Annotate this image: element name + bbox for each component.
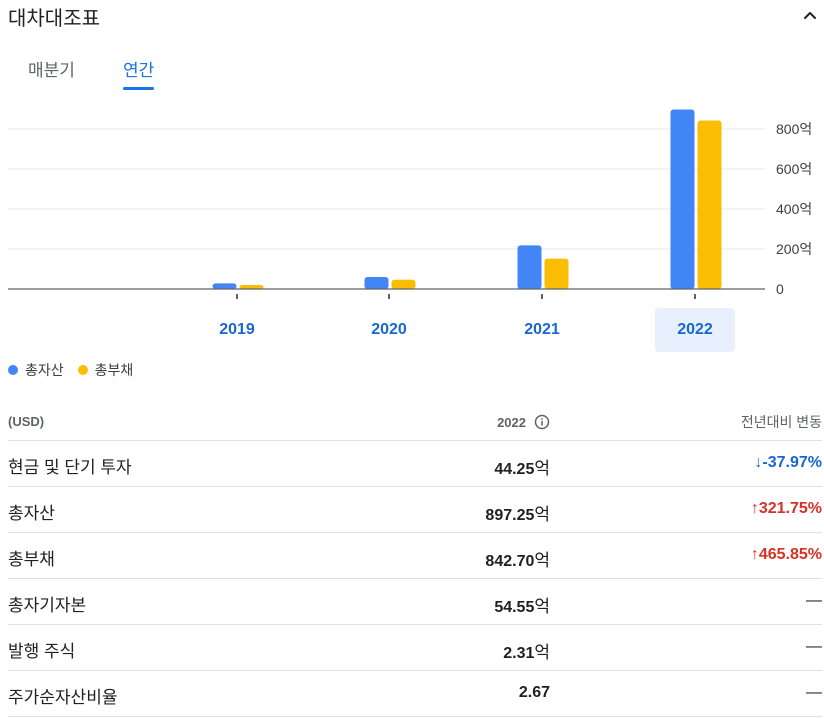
balance-sheet-header: 대차대조표: [8, 0, 824, 32]
row-label: 현금 및 단기 투자: [8, 458, 132, 477]
bar-total-assets: [670, 109, 695, 289]
balance-sheet-chart: 0 200억 400억 600억 800억 2019 2020 2021 2022: [0, 98, 824, 358]
legend-item: 총부채: [77, 360, 134, 380]
table-row: 발행 주식 2.31억 —: [8, 625, 822, 671]
legend-label: 총자산: [25, 362, 64, 378]
row-value-unit: 억: [534, 459, 550, 478]
row-yoy-change: ↑321.75%: [750, 500, 822, 517]
row-value-number: 842.70: [485, 553, 535, 570]
row-value: 2.31억: [503, 638, 550, 663]
row-yoy-change: ↓-37.97%: [754, 454, 822, 471]
tab-annual[interactable]: 연간: [123, 56, 155, 90]
legend-label: 총부채: [94, 362, 134, 378]
table-row: 주가순자산비율 2.67 —: [8, 671, 822, 717]
table-header: (USD) 2022 전년대비 변동: [8, 398, 822, 441]
y-tick-label: 600억: [776, 161, 812, 177]
y-tick-label: 200억: [776, 241, 812, 257]
table-body: 현금 및 단기 투자 44.25억 ↓-37.97% 총자산 897.25억 ↑321.7…: [8, 441, 822, 717]
row-yoy-change: ↑465.85%: [750, 546, 822, 563]
bar-total-liabilities: [391, 279, 416, 289]
table-row: 총자기자본 54.55억 —: [8, 579, 822, 625]
y-tick-label: 400억: [776, 201, 812, 217]
bar-total-liabilities: [239, 285, 264, 289]
row-value-number: 2.31: [503, 645, 535, 662]
row-value-unit: 억: [534, 643, 550, 662]
row-label: 주가순자산비율: [8, 688, 118, 707]
legend-dot: [8, 365, 18, 375]
row-value: 54.55억: [494, 592, 550, 617]
legend-dot: [77, 365, 88, 375]
tab-quarterly[interactable]: 매분기: [28, 61, 75, 80]
currency-header: (USD): [8, 414, 45, 429]
y-tick-label: 800억: [776, 121, 812, 137]
row-value: 2.67: [519, 684, 550, 702]
year-tab-2021[interactable]: 2021: [524, 321, 560, 338]
y-tick-label: 0: [776, 281, 784, 297]
bar-total-liabilities: [697, 120, 722, 290]
row-yoy-change: —: [806, 592, 822, 609]
table-row: 총자산 897.25억 ↑321.75%: [8, 487, 822, 533]
legend-item: 총자산: [8, 360, 64, 380]
row-value-unit: 억: [534, 597, 550, 616]
section-title: 대차대조표: [8, 8, 100, 30]
row-value-unit: 억: [534, 505, 550, 524]
balance-sheet-table: (USD) 2022 전년대비 변동 현금 및 단기 투자 44.25억 ↓-37.…: [8, 398, 822, 717]
bar-total-liabilities: [544, 258, 569, 289]
row-value-unit: 억: [534, 551, 550, 570]
row-value-number: 44.25: [494, 461, 535, 478]
year-header-label: 2022: [497, 414, 526, 430]
row-yoy-change: —: [806, 684, 822, 701]
table-row: 총부채 842.70억 ↑465.85%: [8, 533, 822, 579]
active-tab-indicator: [123, 87, 155, 90]
row-label: 총부채: [8, 550, 55, 569]
row-value-number: 897.25: [485, 507, 535, 524]
row-yoy-change: —: [806, 638, 822, 655]
bar-total-assets: [364, 277, 389, 289]
row-value-number: 2.67: [518, 684, 550, 701]
year-tab-2019[interactable]: 2019: [219, 321, 255, 338]
row-value: 842.70억: [485, 546, 550, 571]
year-tab-2020[interactable]: 2020: [371, 321, 407, 338]
info-icon[interactable]: [534, 414, 550, 430]
row-value-number: 54.55: [494, 599, 535, 616]
bar-total-assets: [517, 245, 542, 289]
table-row: 현금 및 단기 투자 44.25억 ↓-37.97%: [8, 441, 822, 487]
row-label: 발행 주식: [8, 642, 76, 661]
row-value: 44.25억: [494, 454, 550, 479]
chevron-up-icon[interactable]: [798, 4, 822, 28]
year-tab-2022[interactable]: 2022: [655, 308, 735, 352]
row-label: 총자산: [8, 504, 55, 523]
row-label: 총자기자본: [8, 596, 87, 615]
tab-annual-label: 연간: [123, 61, 155, 80]
bar-total-assets: [212, 283, 237, 289]
bar-chart-svg: 0 200억 400억 600억 800억: [8, 109, 812, 299]
yoy-change-header: 전년대비 변동: [740, 414, 822, 430]
row-value: 897.25억: [485, 500, 550, 525]
year-header: 2022: [497, 414, 550, 430]
chart-legend: 총자산 총부채: [8, 360, 147, 380]
